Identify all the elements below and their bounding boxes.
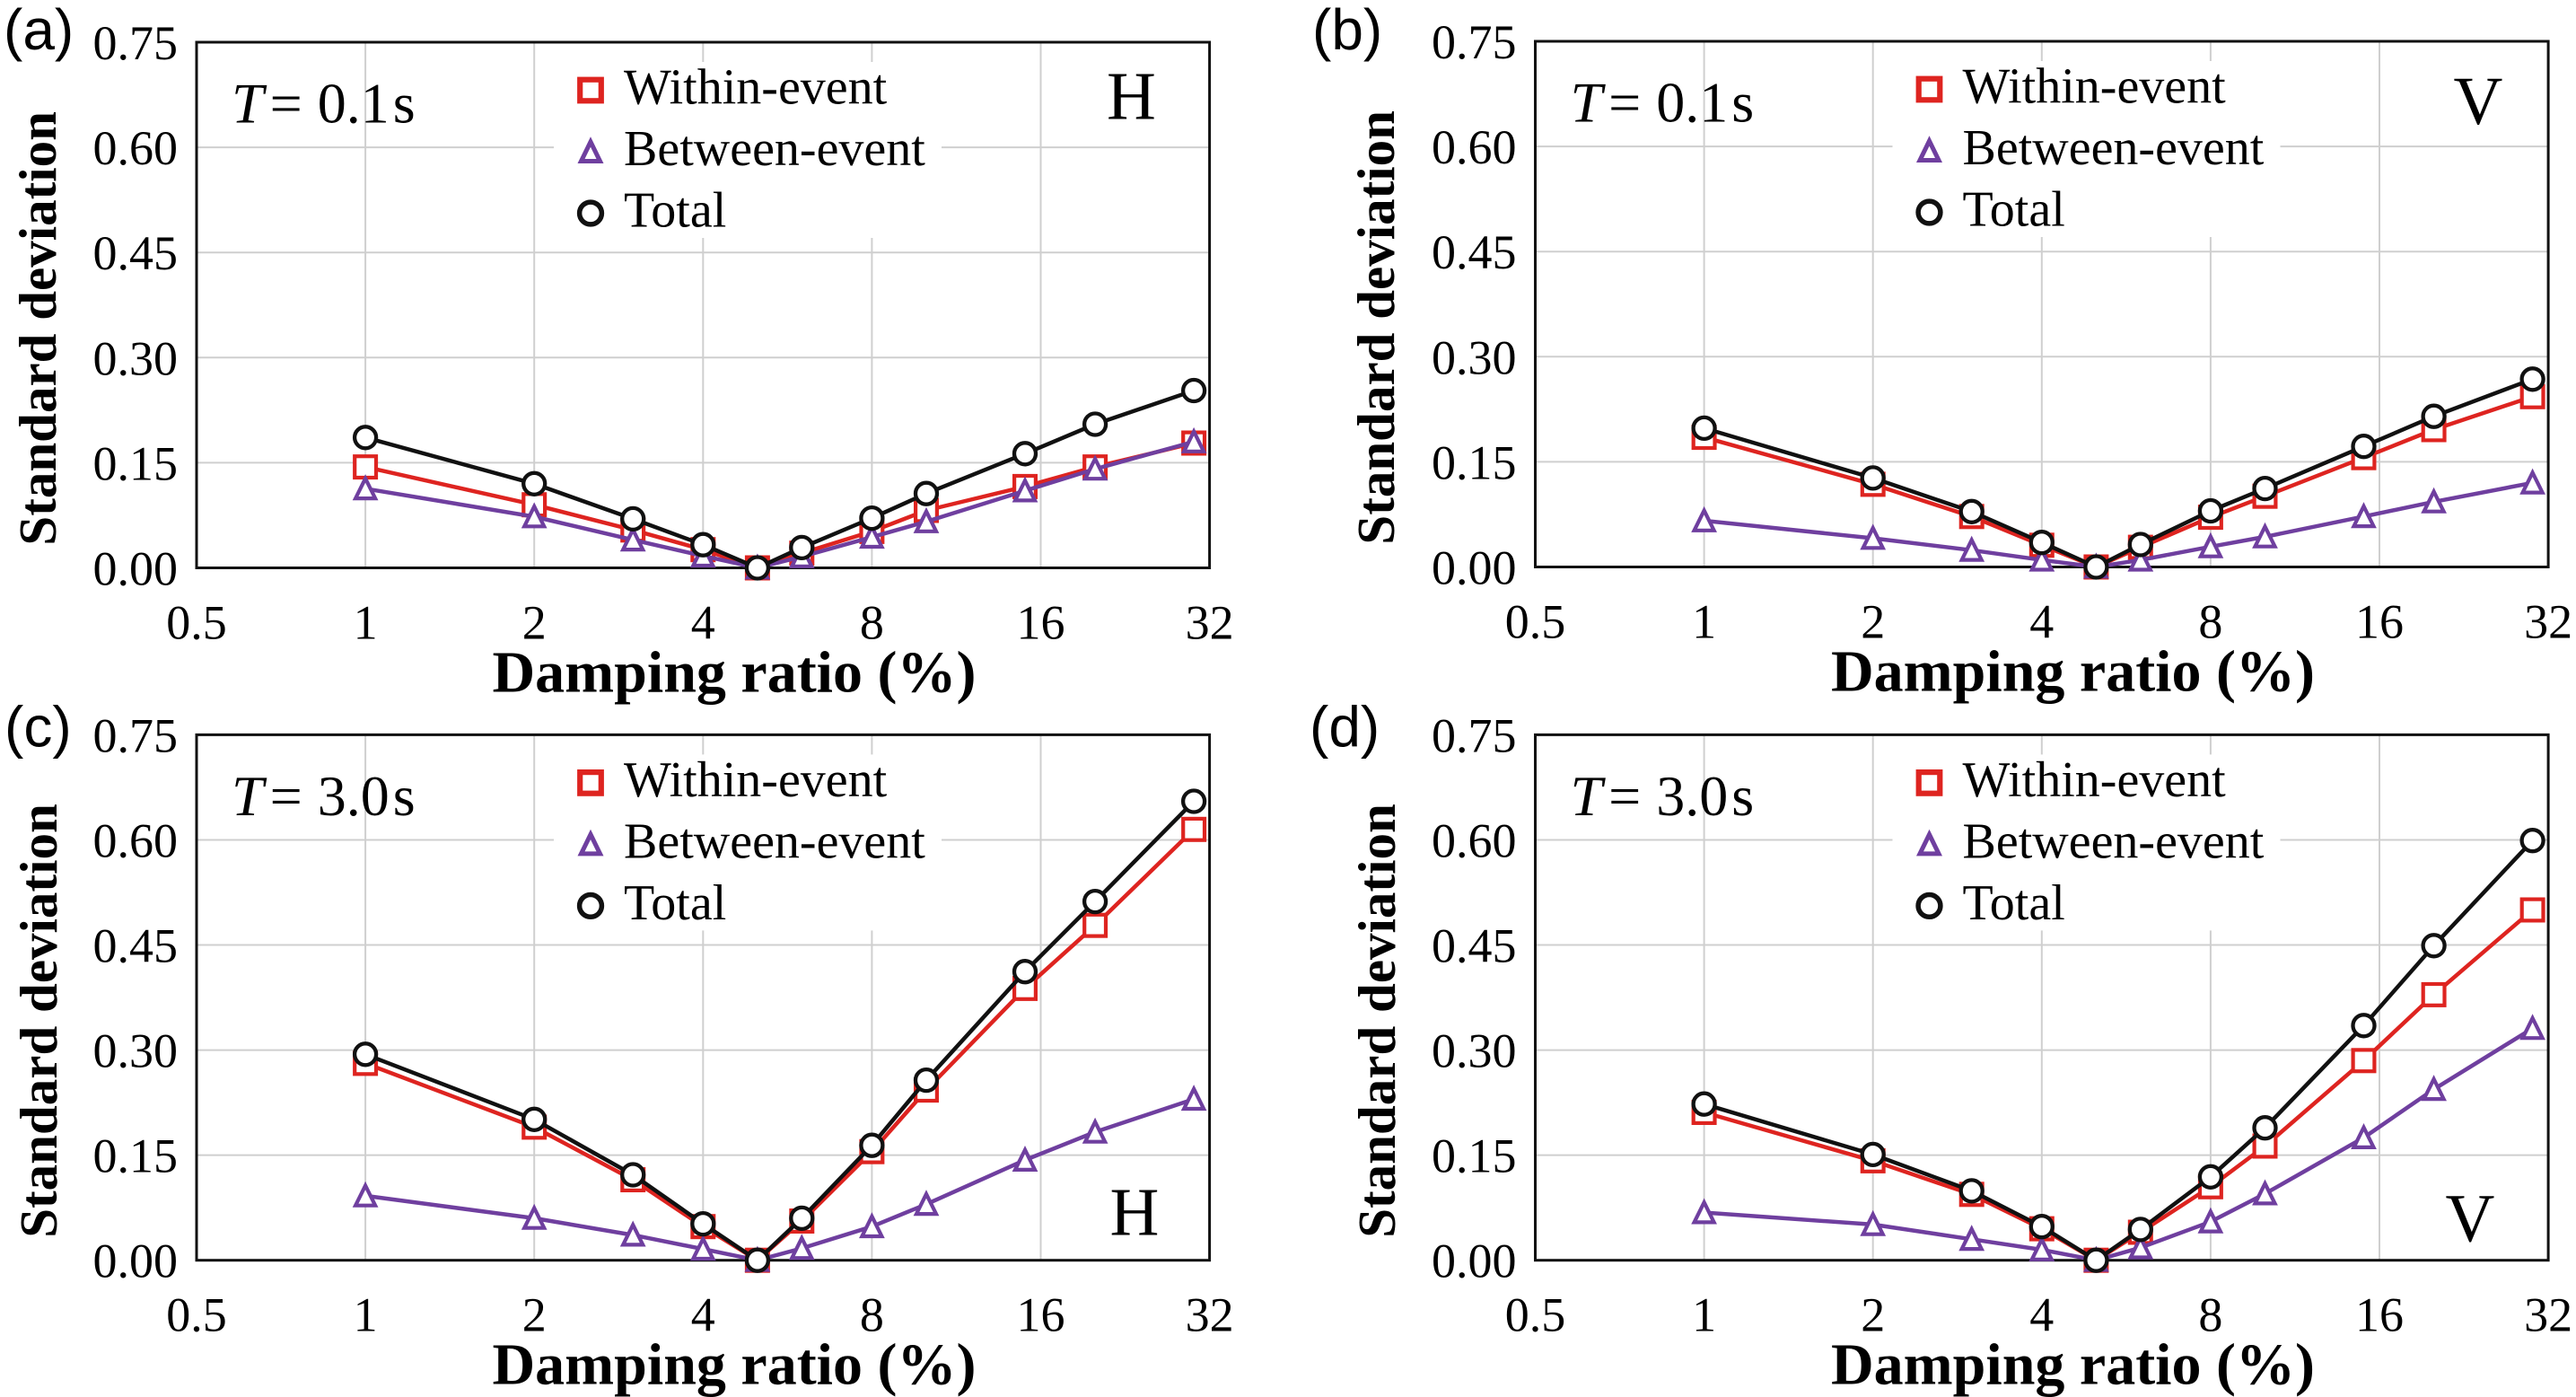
svg-text:0.60: 0.60 [1432,120,1517,174]
svg-text:0.00: 0.00 [93,1234,179,1288]
svg-text:0.45: 0.45 [1432,919,1517,973]
svg-text:T=3.0s: T = 3.0s [232,764,416,828]
svg-text:8: 8 [860,1288,884,1342]
svg-text:8: 8 [2198,595,2222,649]
svg-text:Total: Total [1963,182,2065,238]
svg-text:0.30: 0.30 [93,1024,179,1078]
svg-text:(a): (a) [4,0,74,62]
svg-text:Damping ratio (%): Damping ratio (%) [493,1332,977,1397]
svg-text:32: 32 [2524,595,2572,649]
svg-text:Damping ratio (%): Damping ratio (%) [1831,1332,2315,1397]
svg-text:Between-event: Between-event [624,121,925,177]
svg-text:Total: Total [624,875,726,931]
svg-text:0.45: 0.45 [93,226,179,280]
svg-text:8: 8 [2198,1288,2222,1342]
svg-text:(b): (b) [1312,0,1382,62]
svg-text:2: 2 [1861,595,1885,649]
svg-text:32: 32 [1186,1288,1234,1342]
svg-text:0.15: 0.15 [1432,1129,1517,1183]
svg-text:(d): (d) [1310,695,1380,760]
svg-text:0.15: 0.15 [93,1129,179,1183]
svg-text:Within-event: Within-event [1963,59,2227,115]
svg-text:Between-event: Between-event [1963,813,2265,869]
svg-text:0.75: 0.75 [93,16,179,70]
svg-text:Standard deviation: Standard deviation [1346,110,1406,545]
svg-text:0.5: 0.5 [1505,595,1566,649]
svg-text:Damping ratio (%): Damping ratio (%) [1831,639,2315,705]
svg-text:0.75: 0.75 [1432,15,1517,69]
svg-text:2: 2 [522,1288,547,1342]
svg-text:Standard deviation: Standard deviation [9,804,68,1238]
svg-text:Standard deviation: Standard deviation [1347,804,1406,1238]
svg-text:Standard deviation: Standard deviation [8,111,67,546]
svg-text:T=0.1s: T = 0.1s [232,72,416,136]
svg-text:0.60: 0.60 [1432,814,1517,868]
svg-text:V: V [2454,64,2503,139]
svg-text:0.75: 0.75 [93,708,179,762]
svg-text:Damping ratio (%): Damping ratio (%) [493,640,977,706]
svg-text:0.60: 0.60 [93,814,179,868]
svg-text:Total: Total [624,183,726,239]
svg-text:2: 2 [522,596,547,650]
svg-text:8: 8 [860,596,884,650]
svg-text:1: 1 [354,596,378,650]
svg-text:Within-event: Within-event [1963,752,2227,808]
svg-text:T=3.0s: T = 3.0s [1571,764,1755,828]
svg-text:0.5: 0.5 [166,1288,227,1342]
svg-text:0.60: 0.60 [93,121,179,175]
svg-text:0.15: 0.15 [93,436,179,490]
svg-text:4: 4 [691,1288,715,1342]
svg-text:16: 16 [2355,595,2404,649]
svg-text:Total: Total [1963,875,2065,931]
svg-text:1: 1 [354,1288,378,1342]
svg-text:V: V [2446,1182,2495,1257]
svg-text:(c): (c) [4,695,72,760]
svg-text:16: 16 [2355,1288,2404,1342]
svg-text:0.45: 0.45 [93,919,179,973]
svg-text:Within-event: Within-event [624,752,888,808]
svg-text:4: 4 [2029,1288,2054,1342]
svg-text:0.15: 0.15 [1432,435,1517,489]
svg-text:4: 4 [691,596,715,650]
svg-text:0.00: 0.00 [1432,1234,1517,1288]
svg-text:Between-event: Between-event [1963,120,2265,176]
svg-text:32: 32 [1186,596,1234,650]
svg-text:H: H [1110,1175,1160,1251]
svg-text:0.30: 0.30 [1432,330,1517,384]
svg-text:0.45: 0.45 [1432,225,1517,279]
svg-text:0.00: 0.00 [93,542,179,596]
svg-text:Between-event: Between-event [624,813,925,869]
svg-text:0.00: 0.00 [1432,541,1517,595]
svg-text:T=0.1s: T = 0.1s [1571,71,1755,135]
svg-text:2: 2 [1861,1288,1885,1342]
svg-text:16: 16 [1017,1288,1065,1342]
svg-text:H: H [1107,59,1156,135]
svg-text:1: 1 [1692,1288,1716,1342]
svg-text:32: 32 [2524,1288,2572,1342]
svg-text:0.75: 0.75 [1432,708,1517,762]
svg-text:16: 16 [1017,596,1065,650]
svg-text:Within-event: Within-event [624,60,888,116]
svg-text:0.5: 0.5 [166,596,227,650]
svg-text:0.30: 0.30 [93,331,179,385]
svg-text:0.5: 0.5 [1505,1288,1566,1342]
svg-text:1: 1 [1692,595,1716,649]
svg-text:0.30: 0.30 [1432,1024,1517,1078]
svg-text:4: 4 [2029,595,2054,649]
